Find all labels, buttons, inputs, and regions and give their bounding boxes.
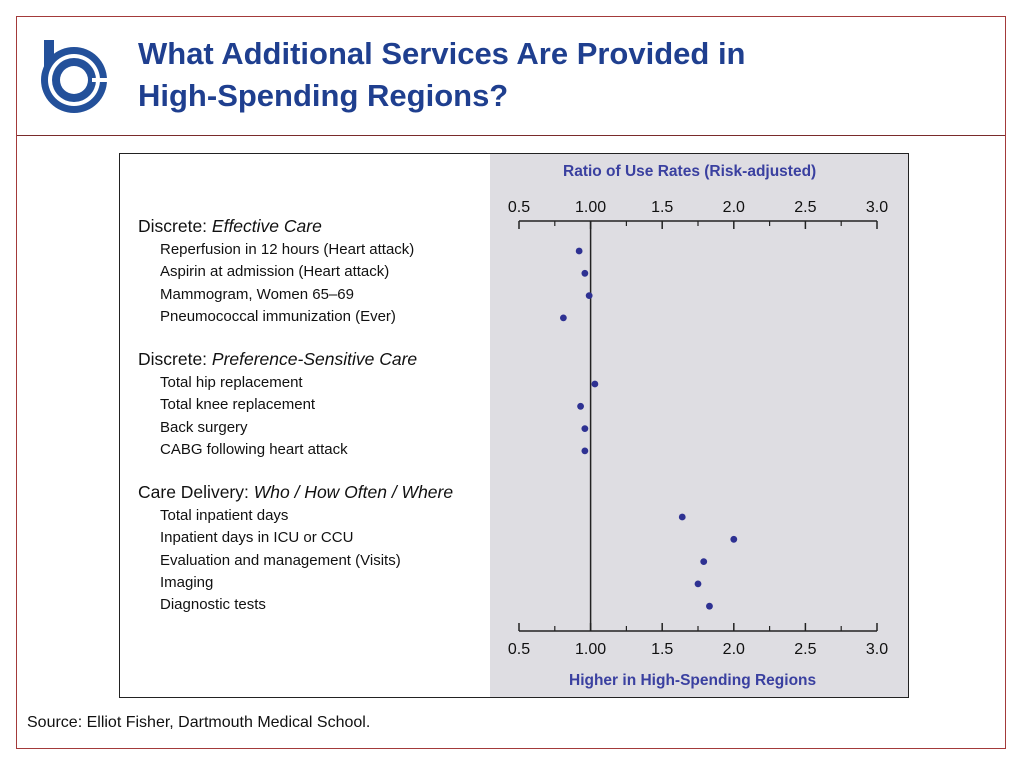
bottom-tick-label: 2.0 xyxy=(722,641,745,658)
top-tick-label: 3.0 xyxy=(865,199,889,216)
category-label: Inpatient days in ICU or CCU xyxy=(160,529,354,547)
source-note: Source: Elliot Fisher, Dartmouth Medical… xyxy=(27,714,371,731)
top-tick-label: 2.0 xyxy=(722,199,745,216)
category-label: Reperfusion in 12 hours (Heart attack) xyxy=(160,241,415,258)
page-title-line-2: High-Spending Regions? xyxy=(138,78,509,113)
group-label-italic: Who / How Often / Where xyxy=(253,482,454,502)
bottom-tick-label: 1.5 xyxy=(651,641,674,658)
data-point xyxy=(581,447,589,455)
data-point xyxy=(730,535,738,543)
plot-background xyxy=(490,154,908,697)
slide-frame xyxy=(16,16,1006,749)
category-label: Imaging xyxy=(160,573,214,591)
category-label: Total inpatient days xyxy=(160,507,289,524)
data-point xyxy=(577,402,584,410)
category-label: Back surgery xyxy=(160,418,248,436)
category-label: Aspirin at admission (Heart attack) xyxy=(160,263,390,281)
bottom-tick-label: 3.0 xyxy=(865,641,889,658)
group-label-prefix: Discrete: xyxy=(138,349,212,369)
top-tick-label: 1.00 xyxy=(575,199,607,216)
data-point xyxy=(700,558,708,565)
dartmouth-b-logo-icon xyxy=(41,40,110,113)
data-point xyxy=(581,425,589,432)
data-point xyxy=(581,269,589,277)
category-label: Total hip replacement xyxy=(160,374,303,391)
page-title-line-1: What Additional Services Are Provided in xyxy=(138,36,746,71)
page-title: What Additional Services Are Provided in… xyxy=(138,33,898,117)
category-label: Mammogram, Women 65–69 xyxy=(160,285,354,303)
group-label-italic: Effective Care xyxy=(211,216,322,236)
group-label-prefix: Care Delivery: xyxy=(138,482,254,502)
bottom-tick-label: 0.5 xyxy=(507,641,531,658)
data-point xyxy=(706,602,713,610)
bottom-tick-label: 2.5 xyxy=(794,641,817,658)
top-axis-title: Ratio of Use Rates (Risk-adjusted) xyxy=(563,163,817,180)
group-label: Discrete: Effective Care xyxy=(138,216,322,237)
top-tick-label: 0.5 xyxy=(507,199,531,216)
top-tick-label: 2.5 xyxy=(794,199,817,216)
category-label: CABG following heart attack xyxy=(160,440,348,458)
data-point xyxy=(694,580,702,588)
data-point xyxy=(678,513,686,521)
bottom-tick-label: 1.00 xyxy=(575,641,607,658)
title-divider xyxy=(17,135,1005,136)
top-tick-label: 1.5 xyxy=(651,199,674,216)
bottom-axis-title: Higher in High-Spending Regions xyxy=(569,672,817,689)
category-label: Pneumococcal immunization (Ever) xyxy=(160,307,396,325)
data-point xyxy=(585,292,593,299)
category-label: Evaluation and management (Visits) xyxy=(160,551,401,569)
group-label-italic: Preference-Sensitive Care xyxy=(211,349,418,369)
category-label: Total knee replacement xyxy=(160,396,316,414)
data-point xyxy=(559,314,567,322)
data-point xyxy=(575,247,583,255)
group-label: Discrete: Preference-Sensitive Care xyxy=(138,349,417,370)
category-label: Diagnostic tests xyxy=(160,596,266,614)
group-label-prefix: Discrete: xyxy=(138,216,212,236)
group-label: Care Delivery: Who / How Often / Where xyxy=(138,482,453,503)
data-point xyxy=(591,380,599,388)
